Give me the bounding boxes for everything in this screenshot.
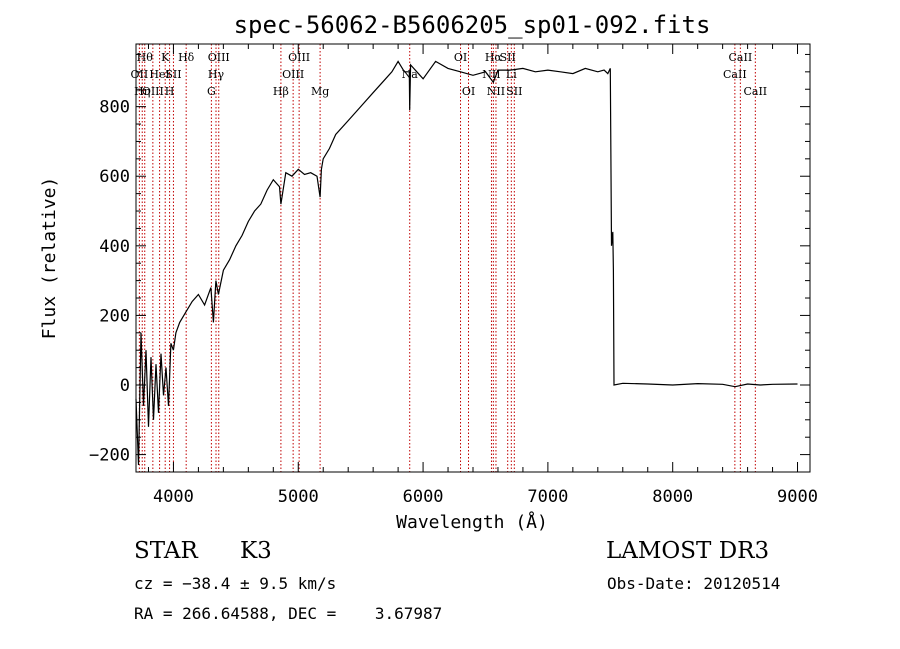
- object-subclass: K3: [240, 538, 272, 564]
- y-tick-label: 600: [99, 167, 130, 187]
- line-marker-label: OII: [131, 68, 149, 81]
- y-axis-ticks: −200 0 200 400 600 800: [89, 53, 810, 466]
- spectrum-chart: spec-56062-B5606205_sp01-092.fits OII Hη H…: [39, 11, 818, 533]
- y-axis-label: Flux (relative): [39, 177, 60, 340]
- object-class: STAR: [134, 538, 198, 564]
- line-marker-label: OIII: [142, 85, 164, 98]
- line-marker-label: Hη: [134, 85, 150, 98]
- y-tick-label: −200: [89, 446, 130, 466]
- chart-title: spec-56062-B5606205_sp01-092.fits: [234, 11, 711, 39]
- line-marker-label: OIII: [208, 51, 230, 64]
- line-marker-label: H: [165, 85, 175, 98]
- line-marker-label: HeI: [149, 68, 169, 81]
- line-marker-label: CaII: [723, 68, 747, 81]
- line-marker-label: Mg: [311, 85, 329, 98]
- x-axis-ticks: 4000 5000 6000 7000 8000 9000: [147, 44, 818, 507]
- line-marker-label: NII: [482, 68, 500, 81]
- line-marker-label: Li: [506, 68, 517, 81]
- line-marker-label: CaII: [743, 85, 767, 98]
- y-tick-label: 200: [99, 306, 130, 326]
- y-tick-label: 400: [99, 237, 130, 257]
- line-marker-label: G: [207, 85, 216, 98]
- line-marker-label: Hβ: [273, 85, 289, 98]
- line-markers: [138, 44, 756, 472]
- line-marker-label: SII: [506, 85, 522, 98]
- y-tick-label: 800: [99, 98, 130, 118]
- observation-date: Obs-Date: 20120514: [607, 574, 781, 593]
- x-tick-label: 6000: [403, 487, 444, 507]
- line-marker-label: OI: [454, 51, 467, 64]
- line-marker-label: Hθ: [137, 51, 154, 64]
- coordinates: RA = 266.64588, DEC = 3.67987: [134, 604, 443, 623]
- line-marker-label: OIII: [288, 51, 310, 64]
- x-tick-label: 8000: [652, 487, 693, 507]
- redshift-value: cz = −38.4 ± 9.5 km/s: [134, 574, 337, 593]
- x-tick-label: 7000: [527, 487, 568, 507]
- line-marker-label: CaII: [729, 51, 753, 64]
- x-axis-label: Wavelength (Å): [396, 511, 548, 533]
- line-marker-label: OI: [462, 85, 475, 98]
- line-marker-label: K: [161, 51, 170, 64]
- line-marker-label: OIII: [282, 68, 304, 81]
- plot-frame: [135, 43, 811, 473]
- line-marker-label: Hδ: [178, 51, 195, 64]
- line-marker-label: NII: [487, 85, 505, 98]
- line-marker-label: Hγ: [208, 68, 225, 81]
- line-marker-label: SII: [165, 68, 181, 81]
- line-marker-label: SII: [500, 51, 516, 64]
- x-tick-label: 5000: [278, 487, 319, 507]
- x-tick-label: 9000: [777, 487, 818, 507]
- y-tick-label: 0: [120, 376, 130, 396]
- line-marker-label: Hα: [485, 51, 503, 64]
- line-marker-labels: OII Hη Hθ OIII HeI K H SII Hδ G Hγ OIII Hβ OIII OIII Mg…: [131, 51, 768, 98]
- survey-name: LAMOST DR3: [606, 538, 770, 564]
- x-tick-label: 4000: [153, 487, 194, 507]
- spectrum-line: [135, 60, 798, 466]
